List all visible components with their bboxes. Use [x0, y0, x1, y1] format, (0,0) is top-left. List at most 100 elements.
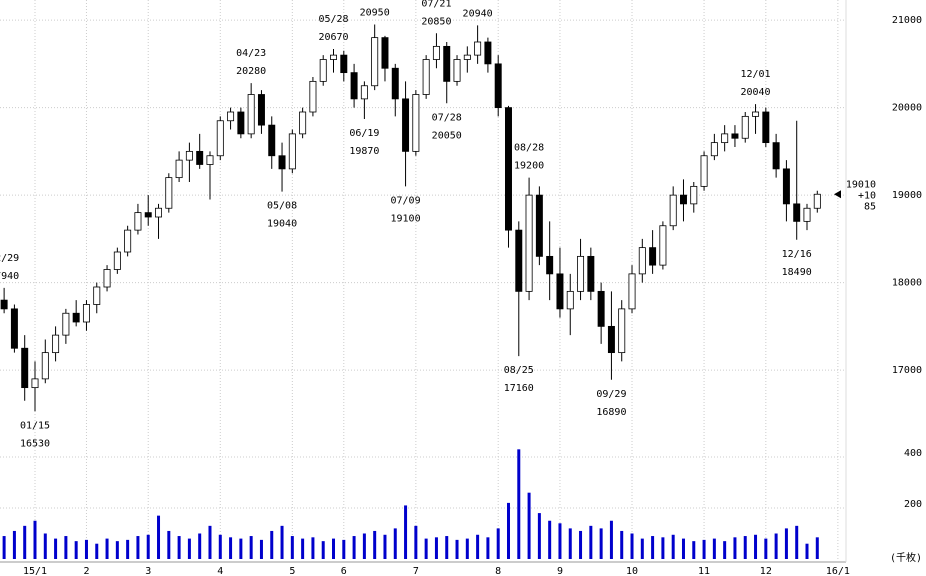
annotation-value: 20280 [236, 66, 266, 77]
candle-body [463, 54, 471, 60]
volume-bar [681, 538, 685, 559]
candle-body [309, 80, 317, 113]
candle-body [299, 111, 307, 135]
candle-body [206, 155, 214, 165]
y-tick-label: 21000 [892, 15, 922, 26]
y-tick-label: 18000 [892, 278, 922, 289]
volume-bar [537, 513, 541, 559]
volume-bar [239, 538, 243, 559]
volume-bar [332, 538, 336, 559]
annotation-value: 16530 [20, 438, 50, 449]
volume-bar [393, 528, 397, 559]
volume-bar [373, 530, 377, 559]
volume-bar [630, 533, 634, 559]
volume-bar [434, 537, 438, 559]
x-tick-label: 9 [557, 566, 563, 576]
candle-body [577, 255, 585, 292]
volume-bar [74, 541, 78, 559]
volume-bar [712, 538, 716, 559]
candle-body [319, 59, 327, 82]
volume-bar [404, 505, 408, 559]
x-tick-label: 8 [495, 566, 501, 576]
x-tick-label: 16/1 [826, 566, 850, 576]
annotation-date: 12/16 [782, 249, 812, 260]
candle-body [669, 194, 677, 227]
candle-body [535, 194, 543, 257]
annotation-date: 04/23 [236, 48, 266, 59]
volume-bar [692, 541, 696, 559]
volume-bar [465, 538, 469, 559]
x-tick-label: 2 [83, 566, 89, 576]
volume-bar [764, 538, 768, 559]
volume-bar [496, 528, 500, 559]
volume-bar [661, 537, 665, 559]
volume-bar [157, 515, 161, 559]
volume-bar [187, 538, 191, 559]
candle-body [628, 273, 636, 310]
candle-body [237, 111, 245, 135]
annotation-value: 17940 [0, 271, 19, 282]
candle-body [381, 37, 389, 69]
volume-bar [445, 536, 449, 559]
volume-bar [64, 536, 68, 559]
volume-bar [455, 539, 459, 559]
volume-bar [743, 536, 747, 559]
volume-bar [424, 538, 428, 559]
annotation-date: 06/24 [360, 0, 390, 1]
volume-bar [784, 528, 788, 559]
x-tick-label: 3 [145, 566, 151, 576]
candle-body [649, 247, 657, 266]
candle-body [453, 59, 461, 82]
volume-bar [2, 536, 6, 559]
annotation-value: 20040 [740, 87, 770, 98]
volume-bar [229, 537, 233, 559]
volume-bar [640, 538, 644, 559]
candle-body [93, 286, 101, 305]
candle-body [618, 308, 626, 354]
volume-bar [352, 536, 356, 559]
candle-body [144, 212, 152, 218]
candle-body [134, 212, 142, 231]
volume-bar [671, 534, 675, 559]
volume-bar [754, 534, 758, 559]
volume-bar [723, 541, 727, 559]
volume-bar [259, 539, 263, 559]
y-tick-label: 20000 [892, 103, 922, 114]
candle-body [607, 325, 615, 354]
volume-bar [362, 533, 366, 559]
candle-body [268, 124, 276, 157]
last-price: 19010 [846, 179, 876, 190]
candle-body [196, 150, 204, 165]
candle-body [155, 207, 163, 218]
candle-body [515, 229, 523, 292]
candle-body [31, 378, 39, 389]
candle-body [330, 54, 337, 60]
volume-bar [218, 534, 222, 559]
annotation-date: 06/19 [349, 128, 379, 139]
candle-body [556, 273, 564, 310]
volume-bar [105, 538, 109, 559]
candle-body [659, 225, 667, 266]
candle-body [288, 133, 296, 170]
volume-tick-label: 400 [904, 448, 922, 459]
volume-bar [486, 537, 490, 559]
candle-body [587, 255, 595, 292]
volume-bar [702, 539, 706, 559]
volume-bar [167, 530, 171, 559]
volume-bar [54, 538, 58, 559]
candle-body [597, 290, 605, 327]
candle-body [52, 334, 60, 354]
last-change: +10 [858, 190, 876, 201]
volume-bar [290, 536, 294, 559]
annotation-value: 20940 [463, 8, 493, 19]
x-tick-label: 15/1 [23, 566, 47, 576]
volume-bar [270, 530, 274, 559]
x-tick-label: 10 [626, 566, 638, 576]
x-tick-label: 12 [760, 566, 772, 576]
last-price-marker [834, 190, 841, 199]
volume-bar [506, 502, 510, 559]
candle-body [227, 111, 235, 122]
candle-body [21, 347, 29, 389]
candle-body [391, 67, 399, 100]
